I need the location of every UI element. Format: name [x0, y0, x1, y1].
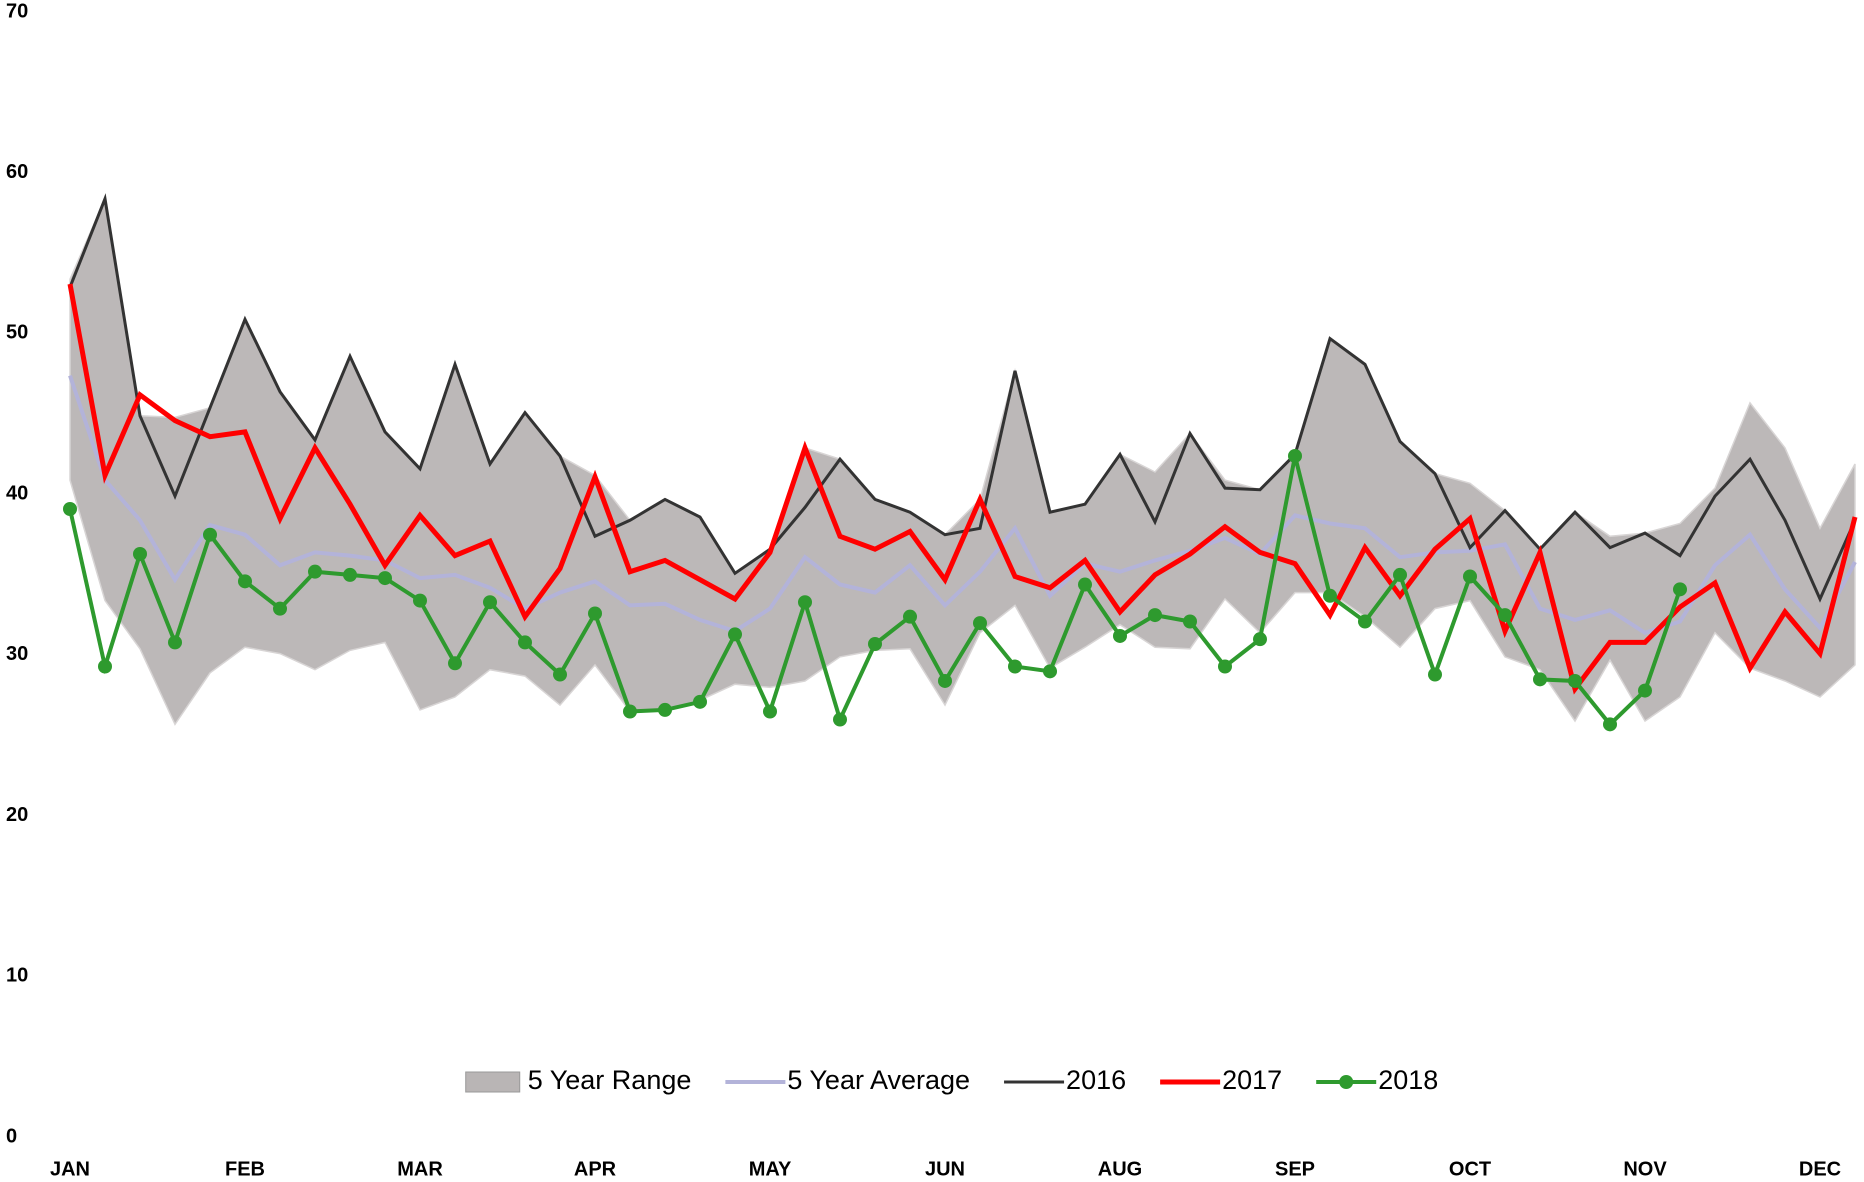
y-tick-label: 30	[6, 643, 28, 665]
point	[1043, 664, 1057, 679]
point	[63, 502, 77, 516]
x-tick-label: MAY	[749, 1158, 792, 1180]
point	[623, 704, 637, 719]
point	[1113, 628, 1127, 643]
point	[483, 595, 497, 610]
point	[1078, 577, 1092, 592]
point	[1498, 608, 1512, 623]
point	[238, 574, 252, 589]
legend-label: 2018	[1378, 1065, 1438, 1095]
point	[553, 667, 567, 682]
legend-swatch	[465, 1071, 521, 1093]
point	[1358, 614, 1372, 629]
point	[1323, 588, 1337, 603]
point	[1218, 659, 1232, 674]
y-tick-label: 20	[6, 804, 28, 826]
line-3	[67, 283, 1858, 695]
legend-label: 2017	[1222, 1065, 1282, 1095]
y-tick-label: 50	[6, 322, 28, 344]
point	[588, 606, 602, 621]
point	[1393, 567, 1407, 582]
point	[728, 627, 742, 642]
x-tick-label: AUG	[1098, 1158, 1142, 1180]
point	[413, 593, 427, 608]
point	[343, 567, 357, 582]
x-tick-label: OCT	[1449, 1158, 1491, 1180]
point	[448, 656, 462, 671]
x-tick-label: SEP	[1275, 1158, 1315, 1180]
y-tick-label: 60	[6, 161, 28, 183]
y-tick-label: 10	[6, 965, 28, 987]
point	[1148, 608, 1162, 623]
y-tick-label: 0	[6, 1125, 17, 1147]
y-tick-label: 70	[6, 0, 28, 22]
legend-marker	[1339, 1075, 1354, 1089]
point	[1603, 717, 1617, 732]
line-2	[68, 193, 1857, 603]
point	[1463, 569, 1477, 584]
point	[1638, 683, 1652, 698]
point	[133, 547, 147, 561]
point	[203, 527, 217, 542]
point	[763, 704, 777, 719]
point	[1428, 667, 1442, 682]
x-tick-label: NOV	[1623, 1158, 1667, 1180]
point	[1568, 673, 1582, 688]
point	[798, 595, 812, 610]
x-tick-label: DEC	[1799, 1158, 1841, 1180]
legend-label: 5 Year Average	[787, 1065, 970, 1095]
point	[98, 659, 112, 674]
point	[938, 673, 952, 688]
point	[1288, 448, 1302, 463]
point	[1008, 659, 1022, 674]
point	[833, 712, 847, 727]
x-tick-label: APR	[574, 1158, 617, 1180]
legend-label: 5 Year Range	[528, 1065, 692, 1095]
point	[1673, 582, 1687, 597]
y-tick-label: 40	[6, 482, 28, 504]
legend-label: 2016	[1066, 1065, 1126, 1095]
point	[868, 637, 882, 651]
point	[658, 702, 672, 717]
legend: 5 Year Range 5 Year Average 2016 2017 2018	[465, 1065, 1438, 1095]
point	[903, 609, 917, 624]
point	[518, 635, 532, 650]
point	[693, 694, 707, 709]
point	[168, 635, 182, 650]
point	[1253, 632, 1267, 647]
point	[1183, 614, 1197, 629]
point	[1533, 672, 1547, 687]
point	[973, 616, 987, 631]
range-area	[69, 196, 1856, 726]
x-tick-label: JAN	[50, 1158, 90, 1180]
x-tick-label: MAR	[397, 1158, 443, 1180]
point	[273, 601, 287, 616]
point	[308, 564, 322, 579]
x-tick-label: JUN	[925, 1158, 965, 1180]
point	[378, 571, 392, 586]
x-tick-label: FEB	[225, 1158, 265, 1180]
